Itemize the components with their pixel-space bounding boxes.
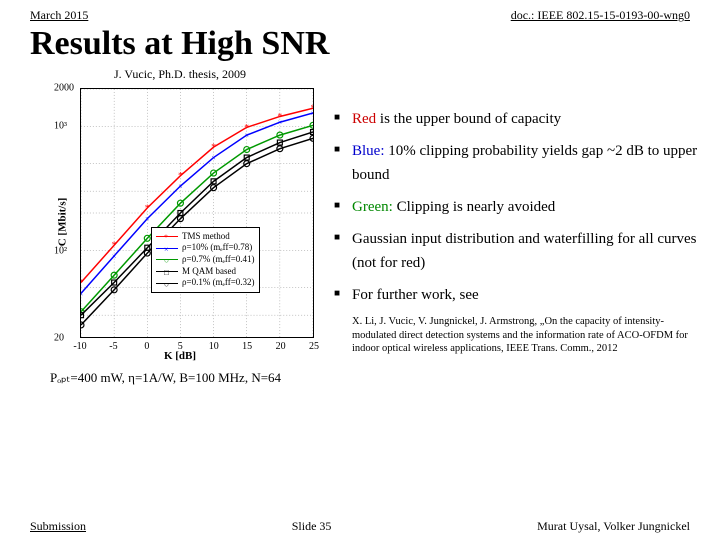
main-content: C [Mbit/s] K [dB] ********×××××××× *TMS … [0, 82, 720, 386]
bullet-further: For further work, see [334, 283, 700, 307]
footer-right: Murat Uysal, Volker Jungnickel [537, 519, 690, 534]
svg-text:*: * [112, 240, 117, 251]
svg-text:×: × [81, 289, 83, 298]
slide-header: March 2015 doc.: IEEE 802.15-15-0193-00-… [0, 0, 720, 23]
svg-text:×: × [178, 182, 182, 191]
footer-center: Slide 35 [292, 519, 332, 534]
bullet-list: Red is the upper bound of capacity Blue:… [320, 97, 700, 371]
bullet-green: Green: Clipping is nearly avoided [334, 195, 700, 219]
svg-text:×: × [244, 131, 248, 140]
parameters-text: Pₒₚₜ=400 mW, η=1A/W, B=100 MHz, N=64 [50, 370, 320, 386]
footer-left: Submission [30, 519, 86, 534]
header-date: March 2015 [30, 8, 88, 23]
svg-text:*: * [178, 171, 183, 182]
bullet-blue: Blue: 10% clipping probability yields ga… [334, 139, 700, 187]
page-title: Results at High SNR [0, 25, 720, 63]
chart-caption: J. Vucic, Ph.D. thesis, 2009 [40, 67, 320, 82]
bullet-gaussian: Gaussian input distribution and waterfil… [334, 227, 700, 275]
capacity-chart: C [Mbit/s] K [dB] ********×××××××× *TMS … [40, 82, 320, 362]
chart-column: C [Mbit/s] K [dB] ********×××××××× *TMS … [20, 82, 320, 386]
chart-legend: *TMS method×ρ=10% (mₑff=0.78)○ρ=0.7% (mₑ… [151, 227, 260, 293]
slide-footer: Submission Slide 35 Murat Uysal, Volker … [30, 519, 690, 534]
plot-area: ********×××××××× *TMS method×ρ=10% (mₑff… [80, 88, 314, 338]
header-doc: doc.: IEEE 802.15-15-0193-00-wng0 [511, 8, 690, 23]
y-axis-label: C [Mbit/s] [56, 198, 68, 247]
svg-text:*: * [145, 203, 150, 214]
svg-text:×: × [211, 154, 215, 163]
svg-text:*: * [211, 142, 216, 153]
svg-text:×: × [311, 109, 313, 118]
svg-text:×: × [145, 215, 149, 224]
bullet-red: Red is the upper bound of capacity [334, 107, 700, 131]
svg-text:×: × [112, 252, 116, 261]
svg-text:×: × [278, 118, 282, 127]
citation-text: X. Li, J. Vucic, V. Jungnickel, J. Armst… [334, 315, 700, 356]
svg-text:*: * [81, 277, 84, 288]
